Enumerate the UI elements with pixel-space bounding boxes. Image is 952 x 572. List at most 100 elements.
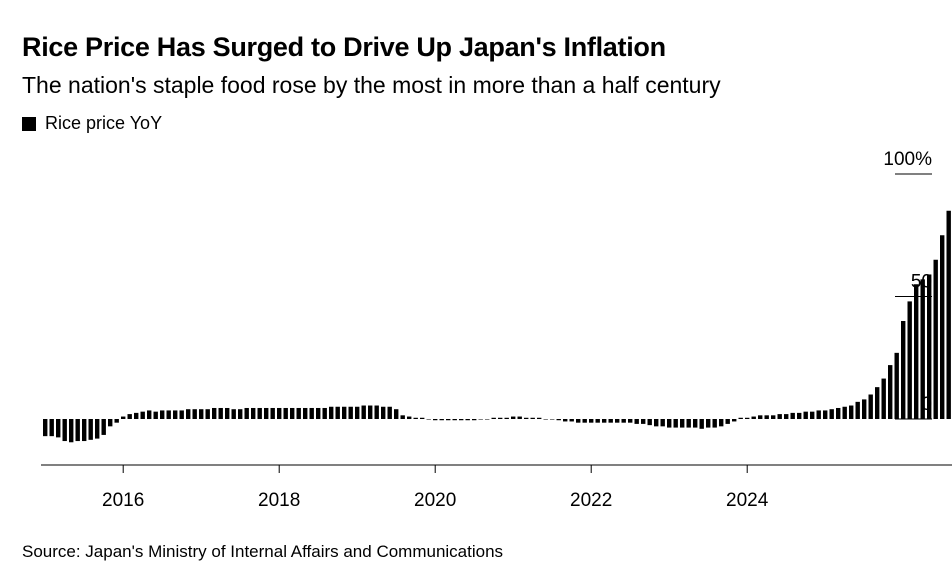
bar: [374, 405, 379, 419]
bar: [101, 419, 106, 435]
bar: [108, 419, 113, 427]
bar: [485, 419, 490, 420]
bar: [829, 409, 834, 419]
bar: [901, 321, 906, 419]
bar: [465, 419, 470, 421]
bar: [888, 365, 893, 419]
bar: [179, 410, 184, 420]
bar: [439, 419, 444, 421]
bar: [810, 411, 815, 419]
bar: [69, 419, 74, 443]
bar: [803, 411, 808, 419]
bar: [940, 235, 945, 419]
bar: [621, 419, 626, 423]
bar: [576, 419, 581, 423]
bar: [849, 405, 854, 419]
bar: [868, 394, 873, 419]
legend-label: Rice price YoY: [45, 113, 163, 133]
bar: [205, 409, 210, 419]
bar: [225, 407, 230, 420]
bar: [569, 419, 574, 422]
bar: [290, 407, 295, 420]
bar: [296, 407, 301, 420]
bar: [764, 415, 769, 419]
bar: [504, 417, 509, 419]
bar: [238, 409, 243, 419]
bar: [816, 410, 821, 420]
bar: [524, 417, 529, 419]
bar: [342, 406, 347, 419]
y-tick-label: 100%: [883, 149, 932, 170]
bar: [335, 406, 340, 419]
x-tick-label: 2020: [414, 490, 456, 511]
legend: Rice price YoY: [22, 113, 162, 134]
bar: [862, 399, 867, 419]
bar: [134, 412, 139, 420]
bar: [693, 419, 698, 428]
bar: [283, 407, 288, 420]
x-tick-label: 2024: [726, 490, 769, 511]
bar: [907, 301, 912, 419]
bar: [686, 419, 691, 428]
bar: [894, 352, 899, 419]
bar: [82, 419, 87, 442]
bar: [751, 416, 756, 419]
bar: [920, 279, 925, 419]
bar: [595, 419, 600, 423]
bar: [478, 419, 483, 420]
bar: [270, 407, 275, 420]
bar: [147, 410, 152, 420]
bar: [946, 210, 951, 419]
bar: [56, 419, 61, 438]
bar: [673, 419, 678, 428]
bar: [368, 405, 373, 419]
bar: [589, 419, 594, 423]
bar: [329, 406, 334, 419]
bar: [771, 415, 776, 419]
bar: [381, 406, 386, 419]
bar: [114, 419, 119, 423]
bar: [914, 284, 919, 419]
bar: [127, 414, 132, 419]
bar: [140, 411, 145, 419]
bar: [881, 378, 886, 419]
bar: [192, 409, 197, 419]
bar: [459, 419, 464, 421]
bar: [348, 406, 353, 419]
bar: [251, 407, 256, 420]
bar: [433, 419, 438, 421]
bar: [498, 417, 503, 419]
bar: [855, 401, 860, 419]
bar: [88, 419, 93, 440]
bar: [537, 417, 542, 419]
y-tick-label: 0: [921, 394, 932, 415]
bar: [361, 405, 366, 419]
bar: [634, 419, 639, 424]
bar: [257, 407, 262, 420]
bar: [654, 419, 659, 427]
bar: [875, 387, 880, 419]
bar: [277, 407, 282, 420]
bar: [550, 419, 555, 420]
bar: [316, 407, 321, 420]
bar: [355, 406, 360, 419]
chart-subtitle: The nation's staple food rose by the mos…: [22, 72, 721, 98]
source-note: Source: Japan's Ministry of Internal Aff…: [22, 542, 504, 561]
bar: [95, 419, 100, 439]
bar: [660, 419, 665, 427]
bar: [199, 409, 204, 419]
bar: [563, 419, 568, 422]
x-tick-label: 2022: [570, 490, 612, 511]
bar: [387, 406, 392, 419]
bar: [231, 409, 236, 419]
bar: [699, 419, 704, 429]
bar: [472, 419, 477, 421]
bar: [842, 406, 847, 419]
bar: [452, 419, 457, 421]
bar: [725, 419, 730, 424]
bar: [394, 409, 399, 419]
bar: [823, 410, 828, 420]
bar: [530, 417, 535, 419]
bar: [186, 409, 191, 419]
